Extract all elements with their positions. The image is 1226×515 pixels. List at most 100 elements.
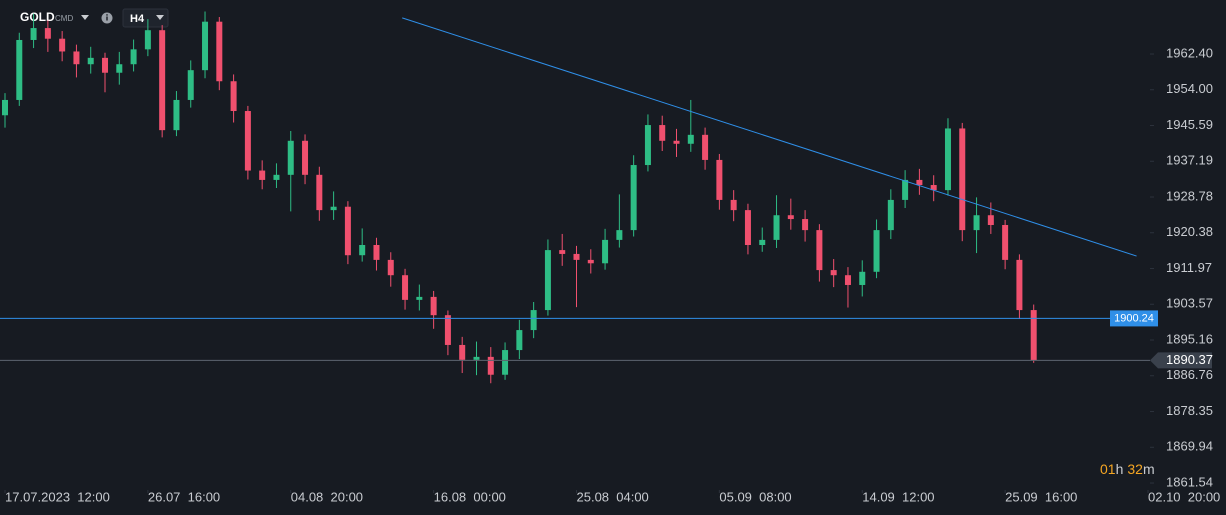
y-tick-label: 1895.16: [1166, 331, 1213, 346]
x-tick-label: 02.10 20:00: [1148, 489, 1220, 504]
candle-body: [787, 215, 794, 220]
candle-body: [516, 330, 523, 351]
candle-body: [16, 39, 23, 100]
y-tick-label: 1937.19: [1166, 153, 1213, 168]
candle-body: [602, 239, 609, 264]
candle-body: [587, 259, 594, 264]
candle-body: [102, 57, 109, 73]
candle-body: [730, 199, 737, 211]
candle-body: [359, 245, 366, 256]
countdown-part: h: [1116, 461, 1124, 477]
candle-body: [873, 230, 880, 272]
y-tick-label: 1962.40: [1166, 45, 1213, 60]
candle-body: [802, 219, 809, 231]
symbol-dropdown[interactable]: [81, 15, 89, 20]
candle-body: [887, 199, 894, 231]
countdown: 01h 32m: [1100, 461, 1155, 477]
candle-body: [930, 185, 937, 191]
y-tick-label: 1886.76: [1166, 367, 1213, 382]
candle-body: [573, 253, 580, 260]
candle-body: [2, 99, 8, 116]
candle-body: [259, 170, 266, 180]
candle-body: [959, 128, 966, 231]
candle-body: [630, 165, 637, 231]
candle-body: [659, 125, 666, 141]
candle-body: [159, 30, 166, 131]
candle-body: [316, 174, 323, 211]
candle-body: [859, 271, 866, 285]
candle-body: [273, 174, 280, 180]
timeframe[interactable]: H4: [130, 13, 145, 25]
y-tick-label: 1903.57: [1166, 296, 1213, 311]
countdown-part: 32: [1127, 461, 1143, 477]
candle-body: [330, 206, 337, 211]
candle-body: [387, 259, 394, 276]
x-tick-label: 04.08 20:00: [291, 489, 363, 504]
candle-body: [1002, 225, 1009, 260]
candle-body: [816, 230, 823, 271]
candle-body: [759, 239, 766, 245]
candle-body: [830, 270, 837, 276]
x-tick-label: 05.09 08:00: [719, 489, 791, 504]
market: CMD: [55, 14, 73, 23]
x-tick-label: 17.07.2023 12:00: [5, 489, 110, 504]
symbol[interactable]: GOLD: [20, 10, 55, 24]
candle-body: [473, 356, 480, 360]
y-tick-label: 1869.94: [1166, 439, 1213, 454]
candle-body: [530, 310, 537, 331]
candle-body: [444, 315, 451, 345]
candle-body: [244, 111, 251, 171]
x-tick-label: 14.09 12:00: [862, 489, 934, 504]
candle-body: [487, 356, 494, 375]
info-glyph: [106, 16, 108, 21]
y-tick-label: 1945.59: [1166, 117, 1213, 132]
candle-body: [716, 159, 723, 200]
candle-body: [644, 125, 651, 166]
candle-body: [130, 49, 137, 65]
candle-body: [1016, 259, 1023, 311]
level-label: 1900.24: [1114, 312, 1154, 324]
y-tick-label: 1920.38: [1166, 224, 1213, 239]
candle-body: [416, 296, 423, 300]
trend-line: [402, 17, 1137, 257]
candle-body: [202, 21, 209, 71]
candle-body: [673, 140, 680, 144]
timeframe-dropdown[interactable]: [156, 15, 164, 20]
candle-body: [687, 134, 694, 144]
countdown-part: 01: [1100, 461, 1116, 477]
y-tick-label: 1878.35: [1166, 403, 1213, 418]
candle-body: [402, 275, 409, 300]
last-price-tag: [1150, 352, 1212, 369]
candle-body: [973, 215, 980, 231]
candle-body: [987, 215, 994, 226]
candle-body: [59, 38, 66, 52]
candle-body: [187, 70, 194, 100]
candle-body: [744, 210, 751, 245]
candle-body: [344, 206, 351, 256]
y-tick-label: 1861.54: [1166, 474, 1213, 489]
candle-body: [944, 128, 951, 191]
level-tag: [1110, 310, 1158, 327]
candle-body: [230, 81, 237, 112]
candle-body: [559, 250, 566, 254]
y-tick-label: 1954.00: [1166, 81, 1213, 96]
candle-body: [44, 28, 51, 39]
candle-body: [287, 140, 294, 175]
countdown-part: m: [1143, 461, 1155, 477]
candle-body: [544, 250, 551, 311]
timeframe-select[interactable]: [122, 8, 169, 28]
x-tick-label: 26.07 16:00: [148, 489, 220, 504]
candle-body: [902, 179, 909, 200]
candle-body: [616, 230, 623, 240]
x-tick-label: 25.08 04:00: [577, 489, 649, 504]
candle-body: [1030, 310, 1037, 361]
candle-body: [144, 30, 151, 50]
candle-body: [773, 215, 780, 240]
candle-body: [73, 51, 80, 65]
candle-body: [30, 28, 37, 40]
candle-body: [430, 296, 437, 316]
x-tick-label: 16.08 00:00: [434, 489, 506, 504]
candle-body: [502, 350, 509, 375]
